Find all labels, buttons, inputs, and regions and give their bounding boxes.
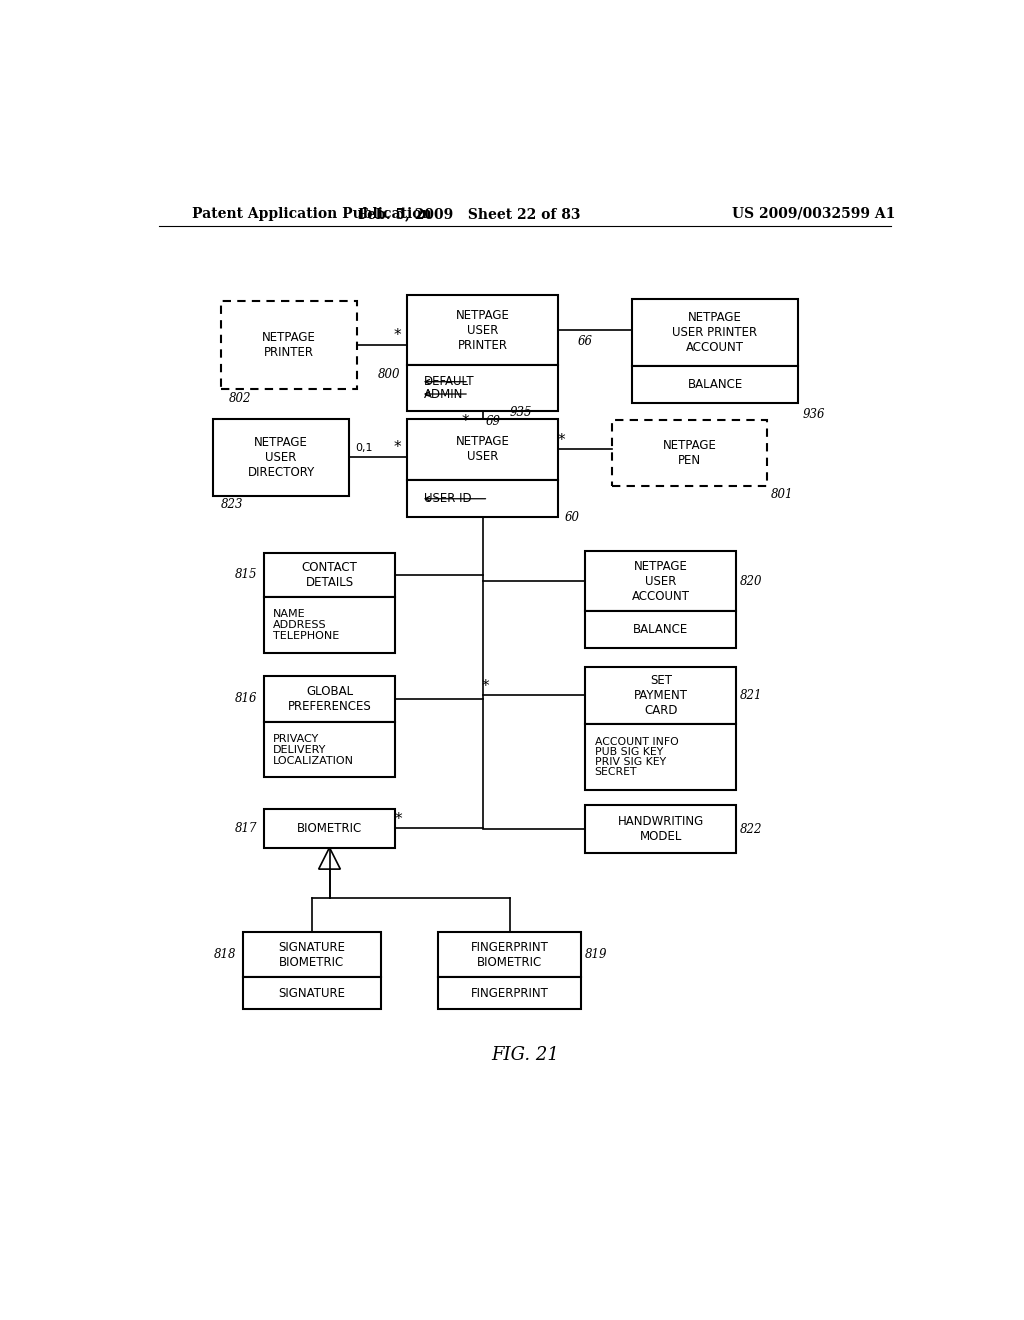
Text: ACCOUNT INFO: ACCOUNT INFO (595, 738, 678, 747)
Text: LOCALIZATION: LOCALIZATION (273, 755, 354, 766)
Text: NETPAGE
PRINTER: NETPAGE PRINTER (262, 331, 315, 359)
Bar (612, 420, 767, 486)
Bar (243, 977, 381, 1010)
Text: 0,1: 0,1 (355, 444, 373, 453)
Text: HANDWRITING
MODEL: HANDWRITING MODEL (617, 814, 703, 843)
Bar (221, 301, 356, 389)
Text: 815: 815 (234, 569, 257, 582)
Bar (263, 597, 395, 653)
Text: 60: 60 (564, 511, 580, 524)
Text: ADMIN: ADMIN (424, 388, 464, 400)
Text: FIG. 21: FIG. 21 (490, 1047, 559, 1064)
Text: 820: 820 (740, 574, 763, 587)
Text: BIOMETRIC: BIOMETRIC (297, 822, 362, 834)
Text: DEFAULT: DEFAULT (424, 375, 475, 388)
Text: *: * (394, 329, 401, 343)
Bar (586, 611, 736, 648)
Bar (213, 418, 349, 496)
Text: 822: 822 (740, 822, 763, 836)
Text: PRIVACY: PRIVACY (273, 734, 319, 744)
Text: NETPAGE
USER: NETPAGE USER (456, 436, 510, 463)
Bar (586, 805, 736, 853)
Text: FINGERPRINT
BIOMETRIC: FINGERPRINT BIOMETRIC (471, 941, 549, 969)
Text: SET
PAYMENT
CARD: SET PAYMENT CARD (634, 675, 688, 717)
Text: *: * (394, 812, 402, 826)
Text: Patent Application Publication: Patent Application Publication (191, 207, 431, 220)
Text: PUB SIG KEY: PUB SIG KEY (595, 747, 663, 758)
Text: 802: 802 (228, 392, 251, 405)
Bar (407, 364, 558, 411)
Bar (243, 932, 381, 977)
Text: US 2009/0032599 A1: US 2009/0032599 A1 (732, 207, 896, 220)
Text: NAME: NAME (273, 610, 305, 619)
Text: 936: 936 (802, 408, 824, 421)
Text: *: * (557, 433, 565, 447)
Text: NETPAGE
USER
PRINTER: NETPAGE USER PRINTER (456, 309, 510, 351)
Text: 821: 821 (740, 689, 763, 702)
Text: 823: 823 (221, 499, 244, 511)
Text: CONTACT
DETAILS: CONTACT DETAILS (301, 561, 357, 589)
Text: *: * (394, 441, 401, 455)
Bar (586, 725, 736, 789)
Text: 66: 66 (578, 335, 593, 348)
Bar (263, 809, 395, 847)
Text: PRIV SIG KEY: PRIV SIG KEY (595, 758, 666, 767)
Bar (632, 298, 799, 367)
Text: 69: 69 (485, 416, 501, 428)
Text: 817: 817 (234, 822, 257, 834)
Text: *: * (462, 414, 469, 429)
Text: ADDRESS: ADDRESS (273, 620, 327, 630)
Text: BALANCE: BALANCE (687, 379, 742, 391)
Text: DELIVERY: DELIVERY (273, 744, 327, 755)
Bar (586, 552, 736, 611)
Text: 816: 816 (234, 693, 257, 705)
Text: 800: 800 (378, 367, 400, 380)
Bar (407, 296, 558, 364)
Bar (438, 977, 582, 1010)
Text: 819: 819 (586, 948, 608, 961)
Text: SIGNATURE
BIOMETRIC: SIGNATURE BIOMETRIC (279, 941, 345, 969)
Text: SECRET: SECRET (595, 767, 637, 777)
Text: SIGNATURE: SIGNATURE (279, 986, 345, 999)
Bar (632, 367, 799, 404)
Text: BALANCE: BALANCE (633, 623, 688, 636)
Bar (263, 676, 395, 722)
Text: FINGERPRINT: FINGERPRINT (471, 986, 549, 999)
Text: TELEPHONE: TELEPHONE (273, 631, 339, 640)
Bar (586, 667, 736, 725)
Polygon shape (318, 847, 340, 869)
Text: USER ID: USER ID (424, 492, 472, 506)
Bar (263, 722, 395, 777)
Text: Feb. 5, 2009   Sheet 22 of 83: Feb. 5, 2009 Sheet 22 of 83 (357, 207, 581, 220)
Text: NETPAGE
USER PRINTER
ACCOUNT: NETPAGE USER PRINTER ACCOUNT (673, 312, 758, 354)
Bar (263, 553, 395, 598)
Text: NETPAGE
USER
DIRECTORY: NETPAGE USER DIRECTORY (248, 436, 314, 479)
Text: NETPAGE
PEN: NETPAGE PEN (663, 440, 717, 467)
Text: GLOBAL
PREFERENCES: GLOBAL PREFERENCES (288, 685, 372, 713)
Bar (438, 932, 582, 977)
Text: 818: 818 (214, 948, 237, 961)
Bar (407, 418, 558, 480)
Text: 935: 935 (510, 407, 532, 418)
Text: 801: 801 (771, 488, 794, 502)
Text: NETPAGE
USER
ACCOUNT: NETPAGE USER ACCOUNT (632, 560, 690, 603)
Bar (407, 480, 558, 517)
Text: *: * (482, 678, 489, 694)
